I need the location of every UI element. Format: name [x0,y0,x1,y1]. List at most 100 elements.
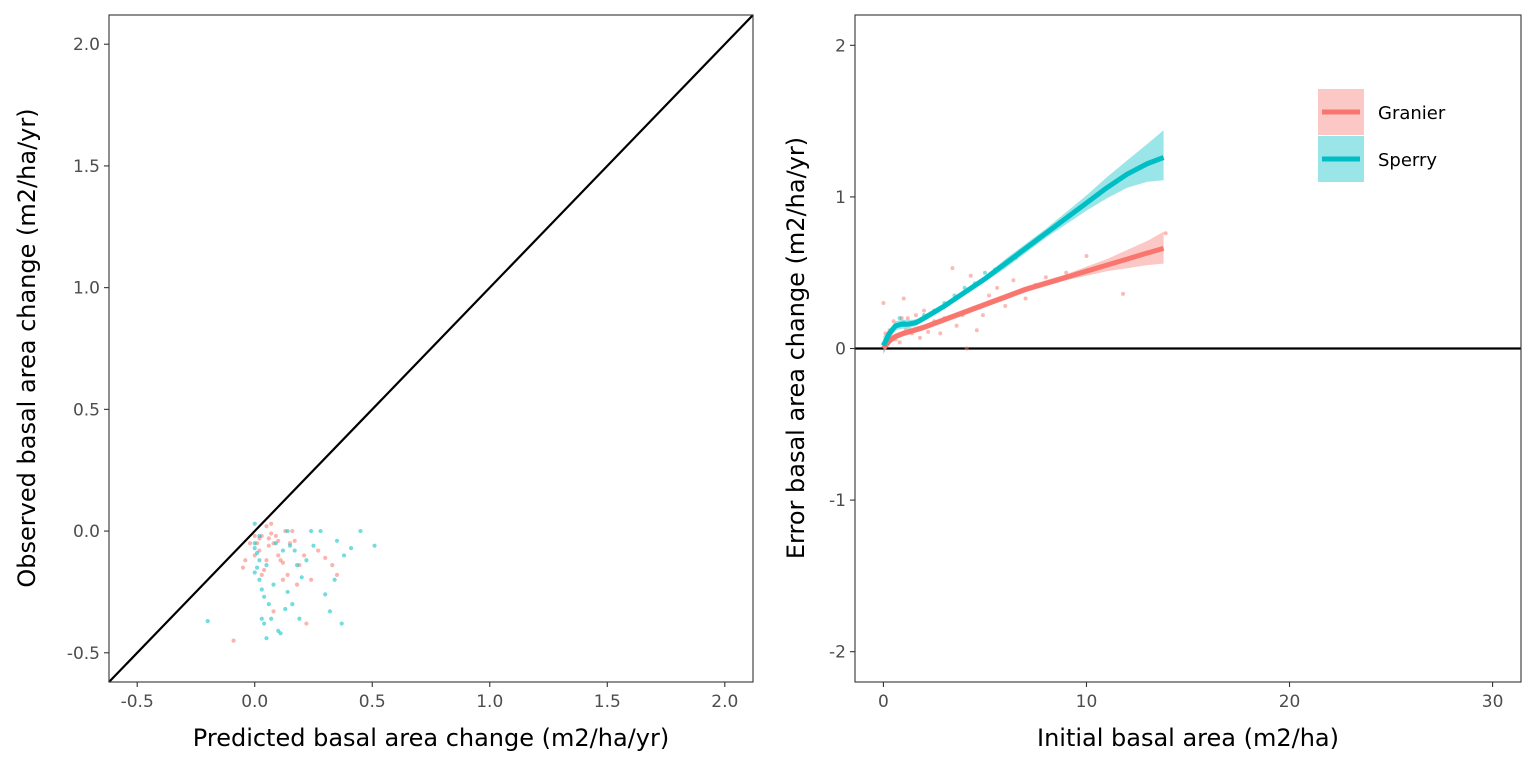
right-x-axis: 0 10 20 30 [878,682,1503,712]
legend-label-granier: Granier [1378,103,1446,124]
left-x-tick-label: 2.0 [711,692,738,712]
scatter-point-granier [304,621,309,626]
scatter-point-sperry [318,528,323,534]
legend-label-sperry: Sperry [1378,150,1437,171]
scatter-point-sperry [257,577,262,582]
error-point-sperry [897,316,902,321]
scatter-point-sperry [252,541,257,546]
scatter-point-sperry [292,548,297,553]
scatter-point-sperry [358,528,363,534]
scatter-point-granier [309,577,314,582]
scatter-point-sperry [264,563,269,568]
error-point-granier [1003,304,1008,309]
error-point-granier [891,319,896,324]
scatter-point-sperry [334,538,340,543]
scatter-point-sperry [280,548,286,553]
identity-line [108,14,754,683]
scatter-point-granier [262,567,267,573]
scatter-point-sperry [348,546,354,551]
scatter-point-granier [316,548,321,553]
error-point-granier [995,285,1000,290]
scatter-point-granier [243,558,248,563]
scatter-point-sperry [257,533,262,539]
scatter-point-sperry [327,609,333,614]
scatter-point-granier [285,572,290,577]
left-x-tick-label: 0.5 [359,692,386,712]
scatter-point-granier [323,555,328,560]
scatter-point-sperry [262,621,267,626]
error-point-granier [1084,254,1089,259]
scatter-point-granier [280,560,286,565]
error-point-granier [980,313,985,318]
scatter-point-granier [259,572,264,577]
right-x-tick-label: 10 [1076,692,1098,712]
scatter-point-granier [280,577,286,582]
scatter-point-sperry [252,546,257,551]
scatter-point-granier [292,538,297,543]
left-x-tick-label: 0.0 [241,692,268,712]
right-x-tick-label: 20 [1279,692,1301,712]
scatter-point-sperry [262,594,267,599]
left-y-tick-label: 2.0 [73,35,100,55]
error-point-granier [917,335,922,340]
left-x-tick-label: -0.5 [121,692,154,712]
scatter-point-granier [247,541,253,546]
scatter-point-sperry [309,528,314,534]
scatter-point-sperry [372,543,377,548]
legend: Granier Sperry [1318,89,1446,182]
right-plot-area [855,130,1521,355]
error-point-granier [922,308,927,313]
scatter-point-sperry [257,558,262,563]
left-y-tick-label: 1.0 [73,279,100,299]
left-y-axis-title: Observed basal area change (m2/ha/yr) [13,108,41,587]
scatter-point-sperry [254,565,260,570]
scatter-point-granier [269,521,274,526]
error-point-granier [950,266,955,271]
scatter-point-granier [290,528,295,534]
scatter-point-sperry [273,541,278,546]
error-point-granier [913,313,918,318]
scatter-point-sperry [290,602,295,607]
error-point-granier [968,273,973,278]
ci-band-sperry [883,130,1164,355]
error-point-granier [954,323,959,328]
scatter-point-granier [264,558,269,563]
error-point-sperry [982,270,987,275]
scatter-point-sperry [271,582,276,587]
right-x-tick-label: 0 [878,692,889,712]
left-plot-area [108,14,754,683]
left-y-tick-label: 1.5 [73,157,100,177]
right-y-tick-label: -1 [829,491,846,511]
scatter-point-sperry [264,636,269,641]
error-point-granier [1121,291,1126,296]
left-x-axis: -0.5 0.0 0.5 1.0 1.5 2.0 [121,682,738,712]
error-point-granier [901,296,906,301]
left-x-tick-label: 1.5 [594,692,621,712]
error-point-granier [1023,296,1028,301]
right-x-tick-label: 30 [1482,692,1504,712]
error-point-granier [1011,278,1016,283]
scatter-point-granier [264,524,269,529]
scatter-point-granier [240,565,246,570]
left-panel: -0.5 0.0 0.5 1.0 1.5 2.0 -0.50.00.51.01.52.0 … [13,14,754,752]
scatter-point-granier [330,563,335,568]
right-y-tick-label: 1 [835,188,846,208]
scatter-point-granier [301,553,307,558]
scatter-point-sperry [299,575,304,580]
scatter-point-sperry [339,621,344,626]
right-y-tick-label: 2 [835,36,846,56]
left-y-tick-label: 0.0 [73,522,100,542]
error-point-granier [1043,275,1048,280]
scatter-point-granier [334,572,340,577]
scatter-point-sperry [285,589,290,595]
scatter-point-granier [231,638,236,643]
error-point-granier [1163,231,1168,236]
error-point-granier [905,316,910,321]
right-panel: 0 10 20 30 -2 -1 0 1 2 Initial basal area (m2/h… [782,14,1522,752]
scatter-point-sperry [205,619,210,624]
scatter-point-sperry [304,558,309,563]
error-point-granier [926,329,931,334]
scatter-point-sperry [252,570,257,575]
scatter-point-sperry [297,616,302,621]
error-point-granier [881,301,886,306]
